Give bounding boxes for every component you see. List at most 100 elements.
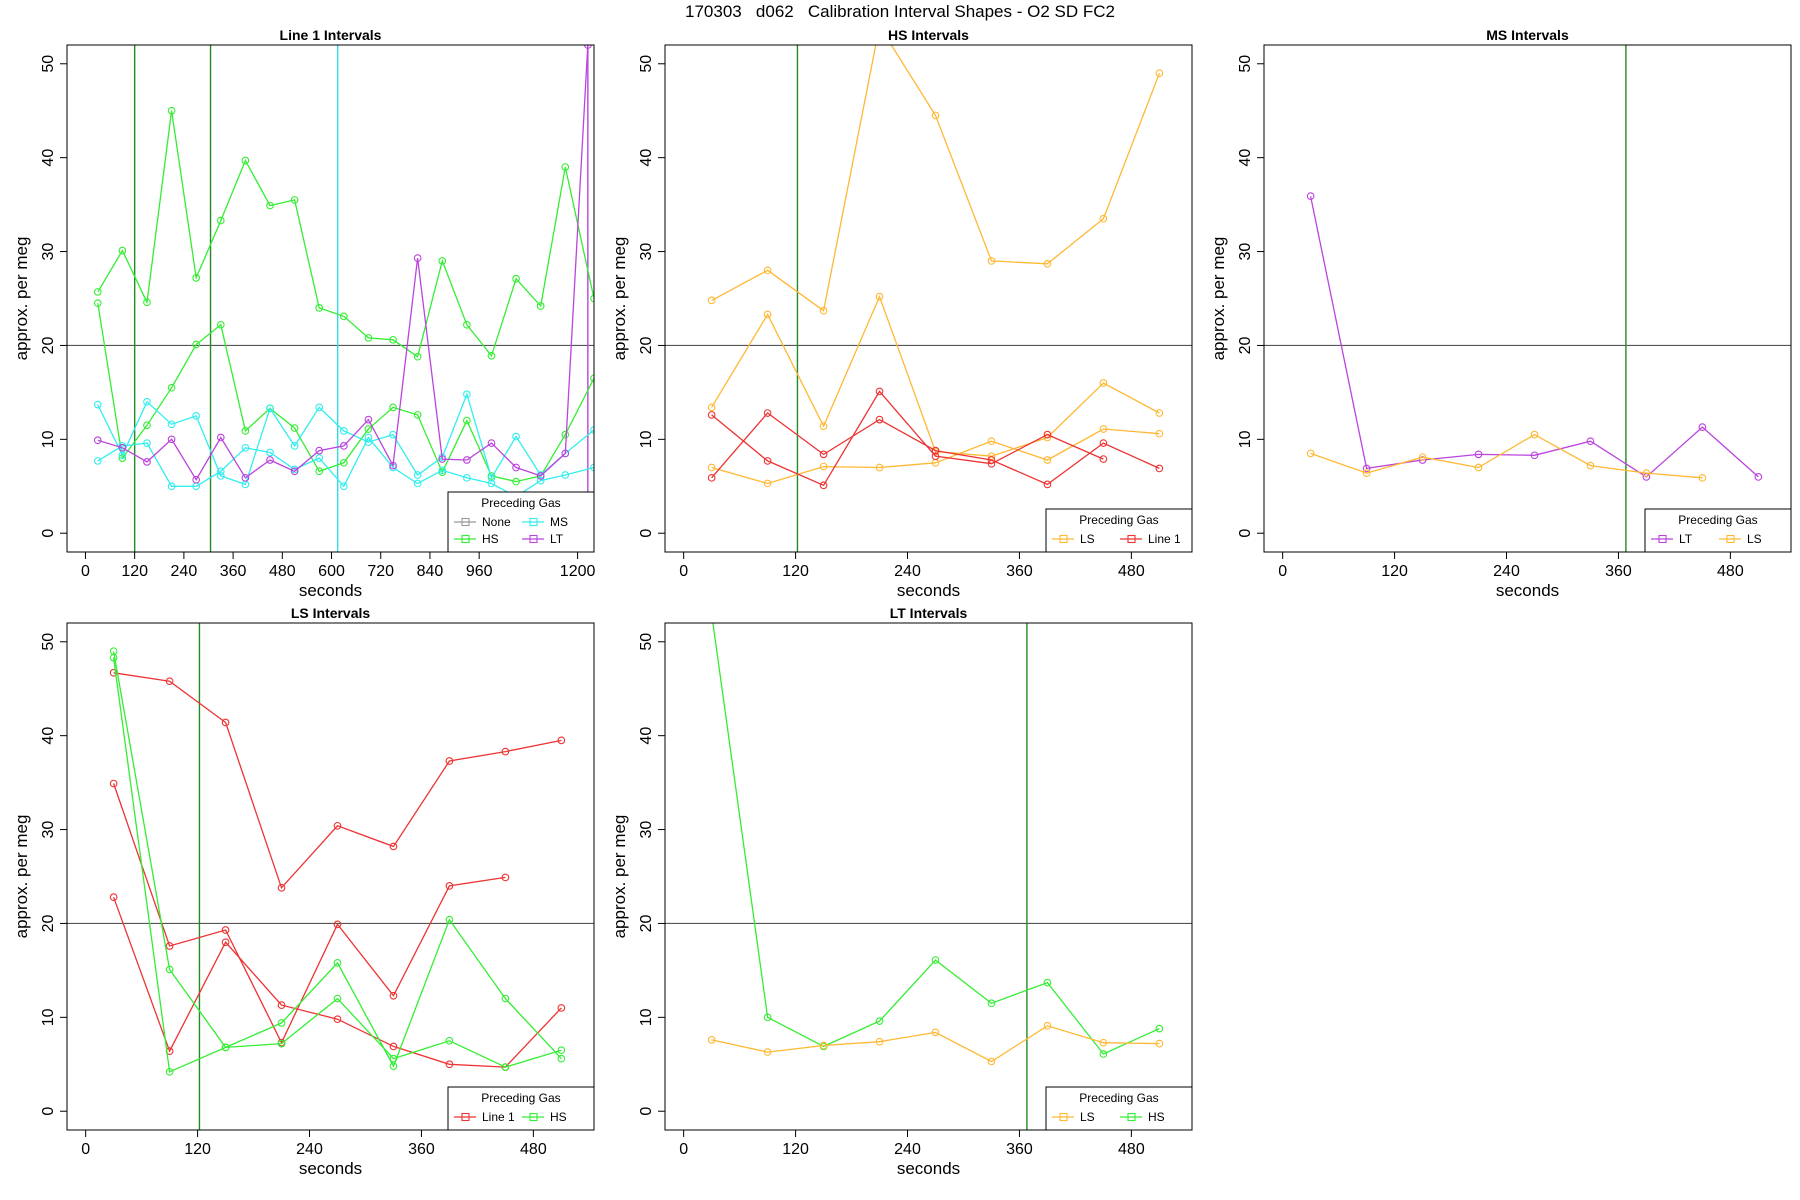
y-tick-label: 0 [1237, 529, 1254, 538]
data-point [216, 433, 225, 442]
plot-frame [66, 44, 595, 553]
data-point [1155, 464, 1164, 473]
x-axis-label: seconds [897, 1159, 960, 1178]
series-line-lt [1309, 196, 1759, 478]
series-line-hs [112, 651, 562, 1068]
series-line-ls [1310, 433, 1703, 479]
legend-title: Preceding Gas [1678, 513, 1757, 527]
data-point [241, 443, 250, 452]
data-point [315, 304, 324, 312]
data-point [536, 476, 545, 485]
data-point [290, 196, 299, 204]
data-point [241, 156, 250, 165]
data-point [339, 458, 348, 467]
data-point [165, 1067, 174, 1076]
x-tick-label: 840 [417, 563, 444, 580]
legend: Preceding Gas Line 1 HS [447, 1086, 595, 1131]
series-line-ls [711, 428, 1160, 485]
data-point [1043, 480, 1052, 489]
legend-label: HS [482, 532, 499, 546]
chart-title: MS Intervals [1486, 27, 1569, 43]
data-point [875, 1037, 884, 1046]
legend-swatch-marker [529, 517, 538, 527]
y-tick-label: 10 [1237, 430, 1254, 448]
data-point [143, 421, 151, 430]
data-point [763, 310, 772, 319]
series-line-line-1 [112, 896, 562, 1068]
data-point [763, 1048, 772, 1056]
data-point [1698, 423, 1707, 431]
y-axis-label: approx. per meg [12, 815, 31, 939]
data-point [290, 424, 299, 432]
data-point [93, 288, 102, 296]
x-axis-label: seconds [299, 1159, 362, 1178]
data-point [266, 404, 274, 413]
data-point [277, 1039, 286, 1048]
data-point [763, 479, 772, 488]
plot-area [665, 623, 1192, 1130]
data-point [1586, 437, 1595, 446]
y-axis-label: approx. per meg [12, 237, 31, 361]
y-tick-label: 20 [638, 336, 655, 354]
data-point [512, 432, 520, 441]
series-line-line-1 [711, 412, 1160, 486]
legend-label: HS [550, 1110, 567, 1124]
data-point [413, 411, 422, 419]
chart-panel-4: LS Intervals 0 10 20 30 40 50 0 120 240 360 480 seco… [12, 605, 595, 1178]
data-point [413, 352, 422, 361]
data-point [487, 439, 496, 447]
data-point [1099, 1050, 1108, 1058]
data-point [438, 466, 447, 475]
series-line-lt [97, 45, 589, 481]
chart-title: LS Intervals [291, 605, 371, 621]
data-point [590, 374, 594, 383]
data-point [221, 1043, 230, 1052]
data-point [707, 411, 716, 419]
data-point [487, 473, 496, 482]
y-tick-label: 10 [40, 430, 57, 448]
data-point [1698, 473, 1707, 482]
legend-title: Preceding Gas [481, 496, 560, 510]
data-point [1474, 450, 1483, 459]
data-point [339, 482, 348, 491]
y-axis-label: approx. per meg [610, 815, 629, 939]
data-point [93, 457, 102, 465]
x-tick-label: 360 [1605, 563, 1632, 580]
data-point [557, 1054, 566, 1063]
data-point [1043, 456, 1052, 464]
x-tick-label: 240 [894, 563, 921, 580]
data-point [763, 266, 772, 275]
data-point [707, 296, 716, 305]
legend-swatch-marker [529, 1112, 538, 1122]
x-tick-label: 960 [466, 563, 493, 580]
data-point [192, 340, 201, 349]
legend-title: Preceding Gas [481, 1091, 560, 1105]
data-point [438, 257, 447, 265]
x-axis-label: seconds [1496, 581, 1559, 600]
data-point [389, 842, 398, 851]
data-point [819, 481, 828, 490]
data-point [763, 1013, 772, 1022]
data-point [1642, 469, 1651, 477]
data-point [333, 1015, 342, 1024]
data-point [167, 435, 176, 444]
series-line-hs [97, 110, 594, 358]
data-point [216, 467, 225, 476]
x-tick-label: 360 [408, 1141, 435, 1158]
data-point [931, 1028, 940, 1037]
x-tick-label: 0 [679, 563, 688, 580]
data-point [463, 320, 471, 329]
data-point [241, 427, 250, 435]
legend-box [1045, 508, 1193, 553]
data-point [512, 477, 520, 486]
data-point [1155, 429, 1164, 438]
data-point [221, 938, 230, 947]
data-point [1099, 1038, 1108, 1047]
x-tick-label: 360 [1006, 563, 1033, 580]
data-point [1155, 1039, 1164, 1048]
data-point [413, 479, 422, 488]
data-point [1155, 409, 1164, 417]
series-line-ls [711, 45, 1161, 312]
data-point [143, 298, 151, 307]
x-tick-label: 0 [81, 563, 90, 580]
